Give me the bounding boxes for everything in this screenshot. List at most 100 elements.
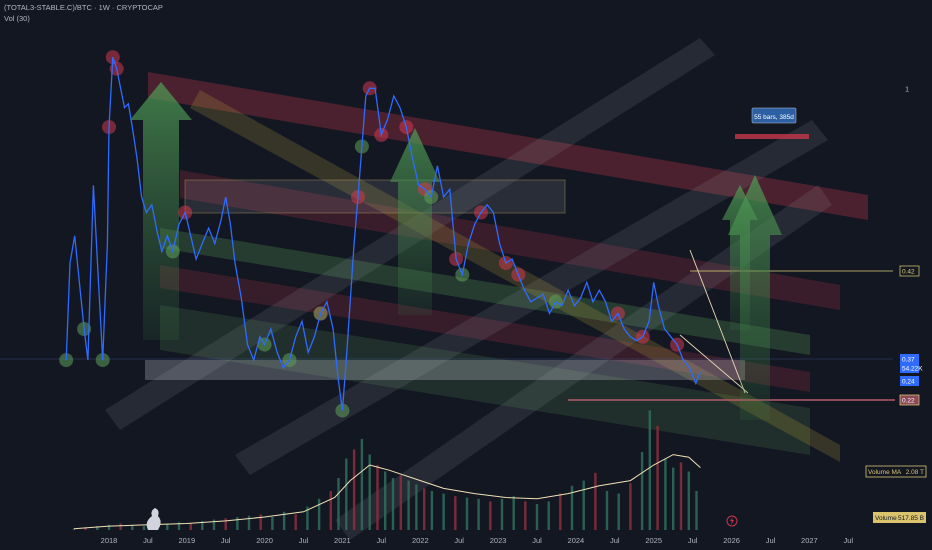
time-tick-label: Jul <box>610 536 620 545</box>
volume-bars <box>72 410 698 530</box>
volume-bar <box>107 524 111 530</box>
volume-bar <box>96 526 99 530</box>
up-arrow-left <box>130 82 192 340</box>
time-tick-label: Jul <box>299 536 309 545</box>
volume-bar <box>594 472 597 530</box>
target-box <box>735 134 809 139</box>
green-channel-lower <box>160 305 810 455</box>
time-tick-label: 2025 <box>645 536 662 545</box>
grey-resistance-zone <box>184 179 566 214</box>
volume-bar <box>656 426 659 530</box>
volume-bar <box>177 522 181 530</box>
volume-bar <box>282 511 286 530</box>
flash-icon-bolt <box>730 517 734 525</box>
volume-bar <box>166 523 169 530</box>
volume-bar <box>648 410 651 530</box>
time-tick-label: Jul <box>454 536 464 545</box>
volume-bar <box>664 458 667 530</box>
volume-bar <box>679 462 683 530</box>
volume-bar <box>582 480 585 530</box>
volume-bar <box>454 496 457 530</box>
price-tag-label: 0.24 <box>902 379 915 386</box>
time-tick-label: 2023 <box>490 536 507 545</box>
volume-bar <box>384 471 387 530</box>
time-tick-label: 2019 <box>178 536 195 545</box>
volume-bar <box>247 515 251 530</box>
volume-bar <box>640 452 644 530</box>
volume-bar <box>559 493 562 530</box>
green-channel-upper <box>160 228 810 355</box>
wedge-line-2 <box>679 334 749 394</box>
time-tick-label: Jul <box>221 536 231 545</box>
volume-bar <box>376 465 379 530</box>
red-channel-top <box>148 72 868 220</box>
volume-bar <box>535 504 539 530</box>
volume-ma-label-box <box>865 465 927 478</box>
volume-bar <box>368 454 371 530</box>
time-tick-label: Jul <box>532 536 542 545</box>
volume-bar <box>259 514 262 530</box>
volume-bar <box>423 488 426 530</box>
volume-bar <box>672 467 675 530</box>
volume-bar <box>570 485 574 530</box>
volume-bar <box>294 514 297 530</box>
symbol-title: (TOTAL3-STABLE.C)/BTC · 1W · CRYPTOCAP <box>4 3 163 12</box>
time-tick-label: 2021 <box>334 536 351 545</box>
up-arrow-right-2 <box>728 175 782 420</box>
volume-bar <box>629 483 632 530</box>
volume-bar <box>131 524 134 530</box>
volume-value: 517.85 B <box>898 515 924 522</box>
price-tag-label: 0.42 <box>902 269 915 276</box>
volume-bar <box>442 493 445 530</box>
volume-bar <box>337 478 340 530</box>
bars-label-box <box>751 107 797 124</box>
time-tick-label: 2024 <box>568 536 585 545</box>
volume-bar <box>236 517 239 530</box>
time-tick-label: Jul <box>688 536 698 545</box>
volume-bar <box>500 498 504 530</box>
volume-bar <box>360 439 364 530</box>
grey-support-zone <box>145 360 745 380</box>
volume-bar <box>72 528 76 530</box>
grey-ascending-channel-2 <box>235 120 828 475</box>
price-tag-0-24: 0.24 <box>900 376 919 386</box>
price-tag-0-37: 0.37 <box>900 354 919 364</box>
volume-bar <box>399 475 402 530</box>
price-axis[interactable]: 1 0.42 0.37 54.22K 0.24 0.22 <box>899 84 923 406</box>
time-tick-label: Jul <box>143 536 153 545</box>
time-tick-label: Jul <box>377 536 387 545</box>
price-tag-54-22K: 54.22K <box>900 363 923 373</box>
flash-icon[interactable] <box>726 515 738 527</box>
volume-bar <box>345 458 348 530</box>
volume-bar <box>271 517 274 530</box>
volume-bar <box>142 526 146 530</box>
volume-label-box <box>873 512 926 523</box>
volume-bar <box>352 449 356 530</box>
volume-ma-value: 2.08 T <box>906 469 924 476</box>
volume-bar <box>201 520 204 530</box>
volume-bar <box>212 519 216 530</box>
volume-bar <box>317 498 321 530</box>
time-tick-label: Jul <box>844 536 854 545</box>
volume-bar <box>306 506 309 530</box>
grey-ascending-channel-3 <box>335 185 832 540</box>
up-arrow-middle <box>390 128 440 315</box>
time-tick-label: Jul <box>766 536 776 545</box>
wedge-line-1 <box>689 249 746 394</box>
price-tag-label: 0.22 <box>902 398 915 405</box>
volume-bar <box>465 497 469 530</box>
volume-bar <box>524 501 527 530</box>
volume-bar <box>547 501 550 530</box>
price-series-line <box>65 56 702 411</box>
time-axis[interactable]: 2018 Jul 2019 Jul 2020 Jul 2021 Jul 2022 Jul 2023 J… <box>101 536 854 545</box>
volume-bar <box>119 523 122 530</box>
volume-indicator-label: Vol (30) <box>4 14 30 23</box>
volume-bar <box>695 491 698 530</box>
volume-bar <box>415 484 418 530</box>
volume-ma-label: Volume MA <box>868 469 902 476</box>
time-tick-label: 2026 <box>723 536 740 545</box>
volume-bar <box>477 498 480 530</box>
volume-bar <box>84 527 87 530</box>
volume-bar <box>329 491 332 530</box>
